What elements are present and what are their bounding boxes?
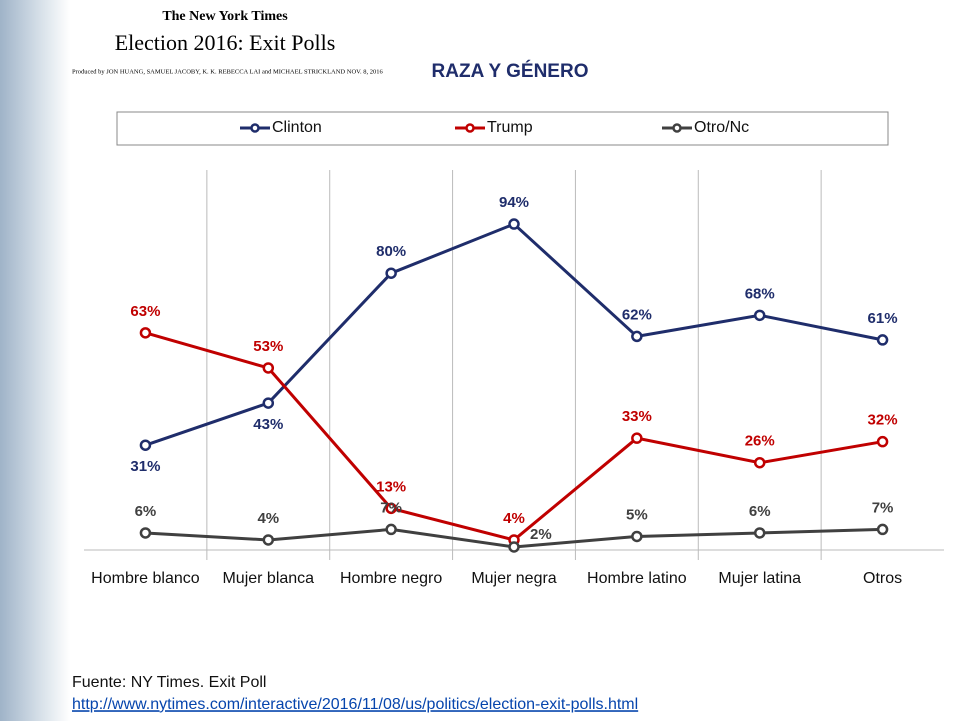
publisher: The New York Times — [162, 9, 288, 24]
x-tick-label: Otros — [863, 570, 902, 587]
x-tick-label: Mujer latina — [718, 570, 801, 587]
legend-label: Clinton — [272, 119, 322, 136]
legend-marker — [250, 123, 260, 133]
headline: Election 2016: Exit Polls — [115, 30, 336, 55]
data-point — [262, 534, 275, 546]
data-label: 2% — [530, 526, 552, 543]
data-point — [631, 530, 643, 543]
data-label: 33% — [622, 408, 652, 425]
data-label: 94% — [499, 194, 529, 211]
data-label: 13% — [376, 478, 406, 495]
data-label: 32% — [868, 412, 898, 429]
x-tick-label: Hombre negro — [340, 570, 442, 587]
data-point — [385, 502, 397, 515]
data-point — [262, 397, 275, 409]
data-label: 26% — [745, 433, 775, 450]
data-point — [508, 218, 520, 230]
legend-marker — [465, 123, 475, 133]
x-tick-label: Mujer negra — [471, 570, 556, 587]
data-label: 68% — [745, 285, 775, 302]
data-label: 4% — [257, 510, 279, 527]
x-tick-label: Hombre latino — [587, 570, 687, 587]
x-tick-label: Mujer blanca — [222, 570, 314, 587]
data-point — [385, 267, 397, 279]
data-point — [753, 527, 766, 539]
data-point — [139, 327, 152, 339]
data-label: 63% — [130, 303, 160, 320]
legend-label: Otro/Nc — [694, 119, 749, 136]
series-line — [144, 222, 883, 447]
data-label: 53% — [253, 338, 283, 355]
data-label: 4% — [503, 510, 525, 527]
data-label: 7% — [872, 499, 894, 516]
data-point — [508, 541, 520, 553]
data-label: 31% — [130, 458, 160, 475]
data-point — [631, 432, 643, 444]
source: Fuente: NY Times. Exit Poll — [72, 674, 266, 691]
legend: Clinton Trump Otro/Nc — [240, 119, 749, 136]
data-point — [385, 523, 397, 536]
data-label: 80% — [376, 243, 406, 260]
data-point — [753, 309, 766, 322]
data-label: 6% — [135, 503, 157, 520]
data-point — [262, 362, 275, 374]
data-point — [139, 527, 152, 539]
data-label: 62% — [622, 306, 652, 323]
data-point — [876, 523, 889, 536]
data-label: 5% — [626, 506, 648, 523]
x-tick-label: Hombre blanco — [91, 570, 200, 587]
byline: Produced by JON HUANG, SAMUEL JACOBY, K.… — [72, 68, 383, 75]
data-label: 6% — [749, 503, 771, 520]
source-url[interactable]: http://www.nytimes.com/interactive/2016/… — [72, 696, 638, 713]
data-point — [753, 456, 766, 469]
data-point — [876, 435, 889, 448]
data-point — [876, 334, 889, 346]
data-point — [139, 439, 152, 451]
chart-title: RAZA Y GÉNERO — [432, 60, 589, 82]
data-point — [631, 330, 643, 343]
data-label: 61% — [868, 310, 898, 327]
data-label: 43% — [253, 416, 283, 433]
legend-marker — [672, 123, 682, 133]
legend-label: Trump — [487, 119, 533, 136]
background-strip — [0, 0, 70, 721]
data-label: 7% — [380, 499, 402, 516]
